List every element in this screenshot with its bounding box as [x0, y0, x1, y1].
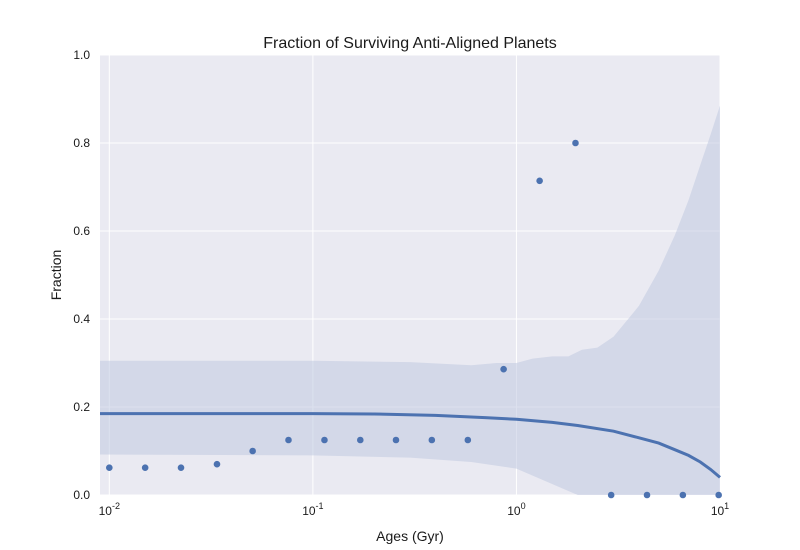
data-point — [106, 464, 113, 472]
y-tick-label: 1.0 — [73, 48, 90, 62]
y-tick-labels: 0.0 0.2 0.4 0.6 0.8 1.0 — [73, 48, 90, 502]
y-axis-label: Fraction — [48, 250, 64, 301]
chart-title: Fraction of Surviving Anti-Aligned Plane… — [263, 35, 556, 52]
points-group — [106, 139, 722, 499]
y-tick-label: 0.0 — [73, 488, 90, 502]
data-point — [464, 436, 472, 444]
data-point — [536, 177, 543, 185]
y-tick-label: 0.2 — [73, 400, 90, 414]
data-point — [249, 447, 256, 455]
data-point — [141, 464, 149, 472]
data-point — [285, 436, 292, 444]
data-point — [572, 139, 579, 147]
y-tick-label: 0.6 — [73, 224, 90, 238]
fit-line-group — [100, 412, 721, 479]
data-point — [357, 436, 364, 444]
confidence-band-group — [100, 105, 720, 495]
x-tick-label: 101 — [711, 501, 729, 518]
data-point — [500, 365, 507, 373]
x-tick-labels: 10-2 10-1 100 101 — [99, 501, 730, 518]
confidence-band — [100, 105, 720, 495]
data-point — [213, 460, 221, 468]
data-point — [428, 436, 436, 444]
fit-line — [100, 412, 721, 479]
x-tick-label: 100 — [507, 501, 525, 518]
x-tick-label: 10-2 — [99, 501, 120, 518]
data-point — [715, 491, 722, 499]
data-point — [679, 491, 687, 499]
data-point — [392, 436, 400, 444]
data-point — [643, 491, 651, 499]
data-point — [177, 464, 185, 472]
data-point — [607, 491, 615, 499]
x-axis-label: Ages (Gyr) — [376, 528, 444, 544]
y-tick-label: 0.8 — [73, 136, 90, 150]
data-point — [321, 436, 328, 444]
x-tick-label: 10-1 — [302, 501, 323, 518]
y-tick-label: 0.4 — [73, 312, 90, 326]
